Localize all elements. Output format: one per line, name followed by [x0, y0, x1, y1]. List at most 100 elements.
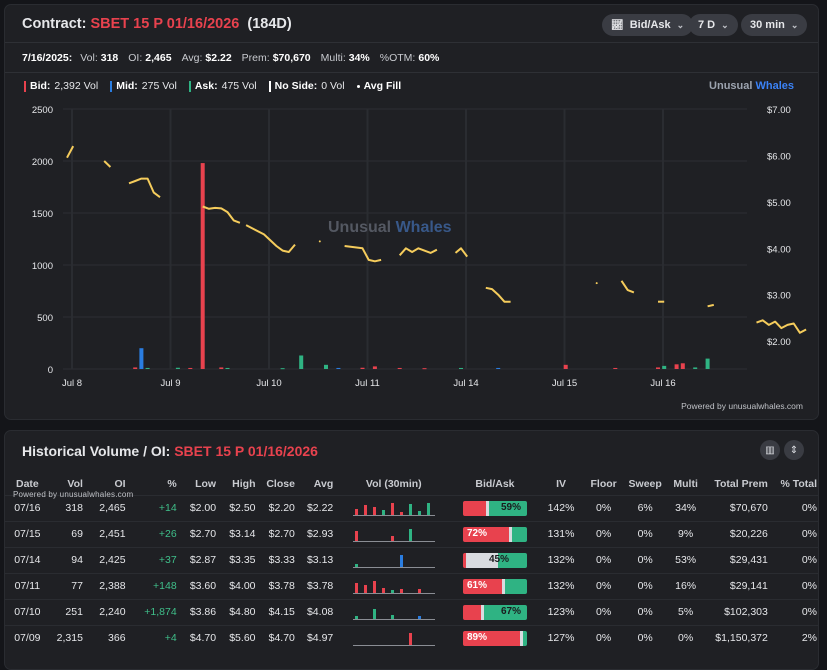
mid-segment — [519, 630, 524, 646]
legend-bid[interactable]: Bid: 2,392 Vol — [24, 80, 98, 92]
days-to-expiry: (184D) — [247, 16, 292, 32]
cell-vol: 77 — [49, 572, 86, 599]
range-dropdown[interactable]: 7 D ⌄ — [689, 14, 738, 36]
column-header[interactable]: High — [232, 477, 256, 490]
columns-icon[interactable]: ▥ — [760, 440, 780, 460]
volume-bar-mid — [139, 348, 144, 369]
cell-high: $4.80 — [219, 598, 259, 625]
y-right-tick-label: $6.00 — [767, 151, 791, 162]
table-row[interactable]: 07/09 2,315 366 +4 $4.70 $5.60 $4.70 $4.97 89% 12… — [5, 624, 818, 651]
table-row[interactable]: 07/11 77 2,388 +148 $3.60 $4.00 $3.78 $3.78 61% 1… — [5, 572, 818, 599]
chevron-down-icon: ⌄ — [721, 19, 729, 30]
stat-label: Prem: — [241, 52, 270, 64]
x-tick-label: Jul 10 — [256, 378, 281, 389]
table-row[interactable]: 07/15 69 2,451 +26 $2.70 $3.14 $2.70 $2.93 72% 13… — [5, 520, 818, 547]
legend-mid[interactable]: Mid: 275 Vol — [110, 80, 177, 92]
volume-bar-bid — [613, 367, 618, 369]
cell-vol-30min — [336, 624, 452, 651]
cell-sweep: 0% — [623, 546, 667, 573]
column-header[interactable]: OI — [114, 477, 126, 490]
interval-dropdown[interactable]: 30 min ⌄ — [741, 14, 808, 36]
cell-close: $4.15 — [258, 598, 298, 625]
cell-date: 07/15 — [5, 520, 50, 547]
sparkline-bar — [354, 564, 358, 567]
cell-floor: 0% — [583, 546, 624, 573]
cell-multi: 53% — [666, 546, 705, 573]
contract-name: SBET 15 P 01/16/2026 — [90, 16, 240, 32]
contract-label: Contract: — [22, 16, 87, 32]
stat-label: Avg: — [181, 52, 203, 64]
volume-bar-bid — [219, 367, 224, 369]
y-right-tick-label: $7.00 — [767, 105, 791, 116]
table-row[interactable]: 07/16 318 2,465 +14 $2.00 $2.50 $2.20 $2.22 59% 1… — [5, 494, 818, 521]
y-left-tick-label: 500 — [37, 313, 53, 324]
column-header[interactable]: Floor — [590, 477, 617, 490]
volume-bar-ask — [705, 358, 710, 369]
column-header[interactable]: Vol — [67, 477, 83, 490]
bid-ask-bar: 89% — [462, 630, 527, 646]
chart-panel: Contract: SBET 15 P 01/16/2026 (184D) 📈︎… — [4, 4, 819, 420]
cell-oi-change: +26 — [128, 520, 180, 547]
bid-segment — [462, 552, 467, 568]
table-row[interactable]: 07/14 94 2,425 +37 $2.87 $3.35 $3.33 $3.13 45% 13… — [5, 546, 818, 573]
mode-label: Bid/Ask — [629, 19, 671, 31]
sparkline-bar — [354, 531, 358, 541]
table-title: Historical Volume / OI: SBET 15 P 01/16/… — [22, 443, 318, 459]
cell-oi: 2,465 — [85, 494, 129, 521]
cell-vol-30min — [336, 572, 452, 599]
column-header[interactable]: Close — [266, 477, 295, 490]
y-left-tick-label: 0 — [48, 365, 53, 376]
table-title-contract: SBET 15 P 01/16/2026 — [174, 443, 318, 459]
sparkline-bar — [354, 509, 358, 515]
cell-close: $3.33 — [258, 546, 298, 573]
volume-bar-bid — [200, 163, 205, 369]
cell-floor: 0% — [583, 572, 624, 599]
chart-icon: 📈︎ — [611, 19, 624, 31]
avg-fill-line — [103, 160, 112, 168]
column-header[interactable]: Vol (30min) — [365, 477, 422, 490]
ask-segment — [484, 604, 527, 620]
table-row[interactable]: 07/10 251 2,240 +1,874 $3.86 $4.80 $4.15 $4.08 6… — [5, 598, 818, 625]
volume-bar-ask — [324, 364, 328, 369]
legend-noside[interactable]: No Side: 0 Vol — [268, 80, 345, 92]
column-header[interactable]: Sweep — [628, 477, 662, 490]
expand-icon[interactable]: ⇕ — [784, 440, 804, 460]
stat-label: Multi: — [320, 52, 346, 64]
column-header[interactable]: IV — [556, 477, 566, 490]
mode-dropdown[interactable]: 📈︎ Bid/Ask ⌄ — [602, 14, 694, 36]
column-header[interactable]: % — [167, 477, 177, 490]
column-header[interactable]: Date — [15, 477, 39, 490]
legend-ask[interactable]: Ask: 475 Vol — [188, 80, 257, 92]
cell-oi: 2,425 — [85, 546, 129, 573]
interval-label: 30 min — [750, 19, 785, 31]
chevron-down-icon: ⌄ — [790, 19, 799, 30]
legend-avgfill[interactable]: Avg Fill — [356, 80, 401, 92]
column-header[interactable]: % Total — [780, 477, 817, 490]
cell-vol-30min — [336, 520, 452, 547]
cell-oi-change: +37 — [128, 546, 180, 573]
y-left-tick-label: 1000 — [32, 261, 53, 272]
volume-bar-ask — [280, 368, 285, 370]
volume-bar-ask — [175, 367, 180, 369]
mid-segment — [480, 604, 485, 620]
cell-vol-30min — [336, 546, 452, 573]
cell-close: $2.20 — [258, 494, 298, 521]
table-powered-by: Powered by unusualwhales.com — [13, 490, 134, 499]
mid-segment — [502, 578, 506, 594]
cell-pct-total: 2% — [770, 624, 818, 651]
divider — [5, 42, 818, 43]
cell-avg: $3.78 — [297, 572, 337, 599]
stat-label: OI: — [128, 52, 143, 64]
x-tick-label: Jul 11 — [355, 378, 380, 389]
column-header[interactable]: Low — [195, 477, 217, 490]
cell-total-prem: $102,303 — [704, 598, 771, 625]
column-header[interactable]: Avg — [313, 477, 334, 490]
cell-low: $2.70 — [179, 520, 220, 547]
bid-ask-bar: 61% — [462, 578, 527, 594]
column-header[interactable]: Multi — [673, 477, 698, 490]
column-header[interactable]: Bid/Ask — [475, 477, 515, 490]
cell-oi-change: +148 — [128, 572, 180, 599]
cell-oi: 2,388 — [85, 572, 129, 599]
column-header[interactable]: Total Prem — [714, 477, 768, 490]
bid-ask-label: 45% — [488, 553, 509, 565]
